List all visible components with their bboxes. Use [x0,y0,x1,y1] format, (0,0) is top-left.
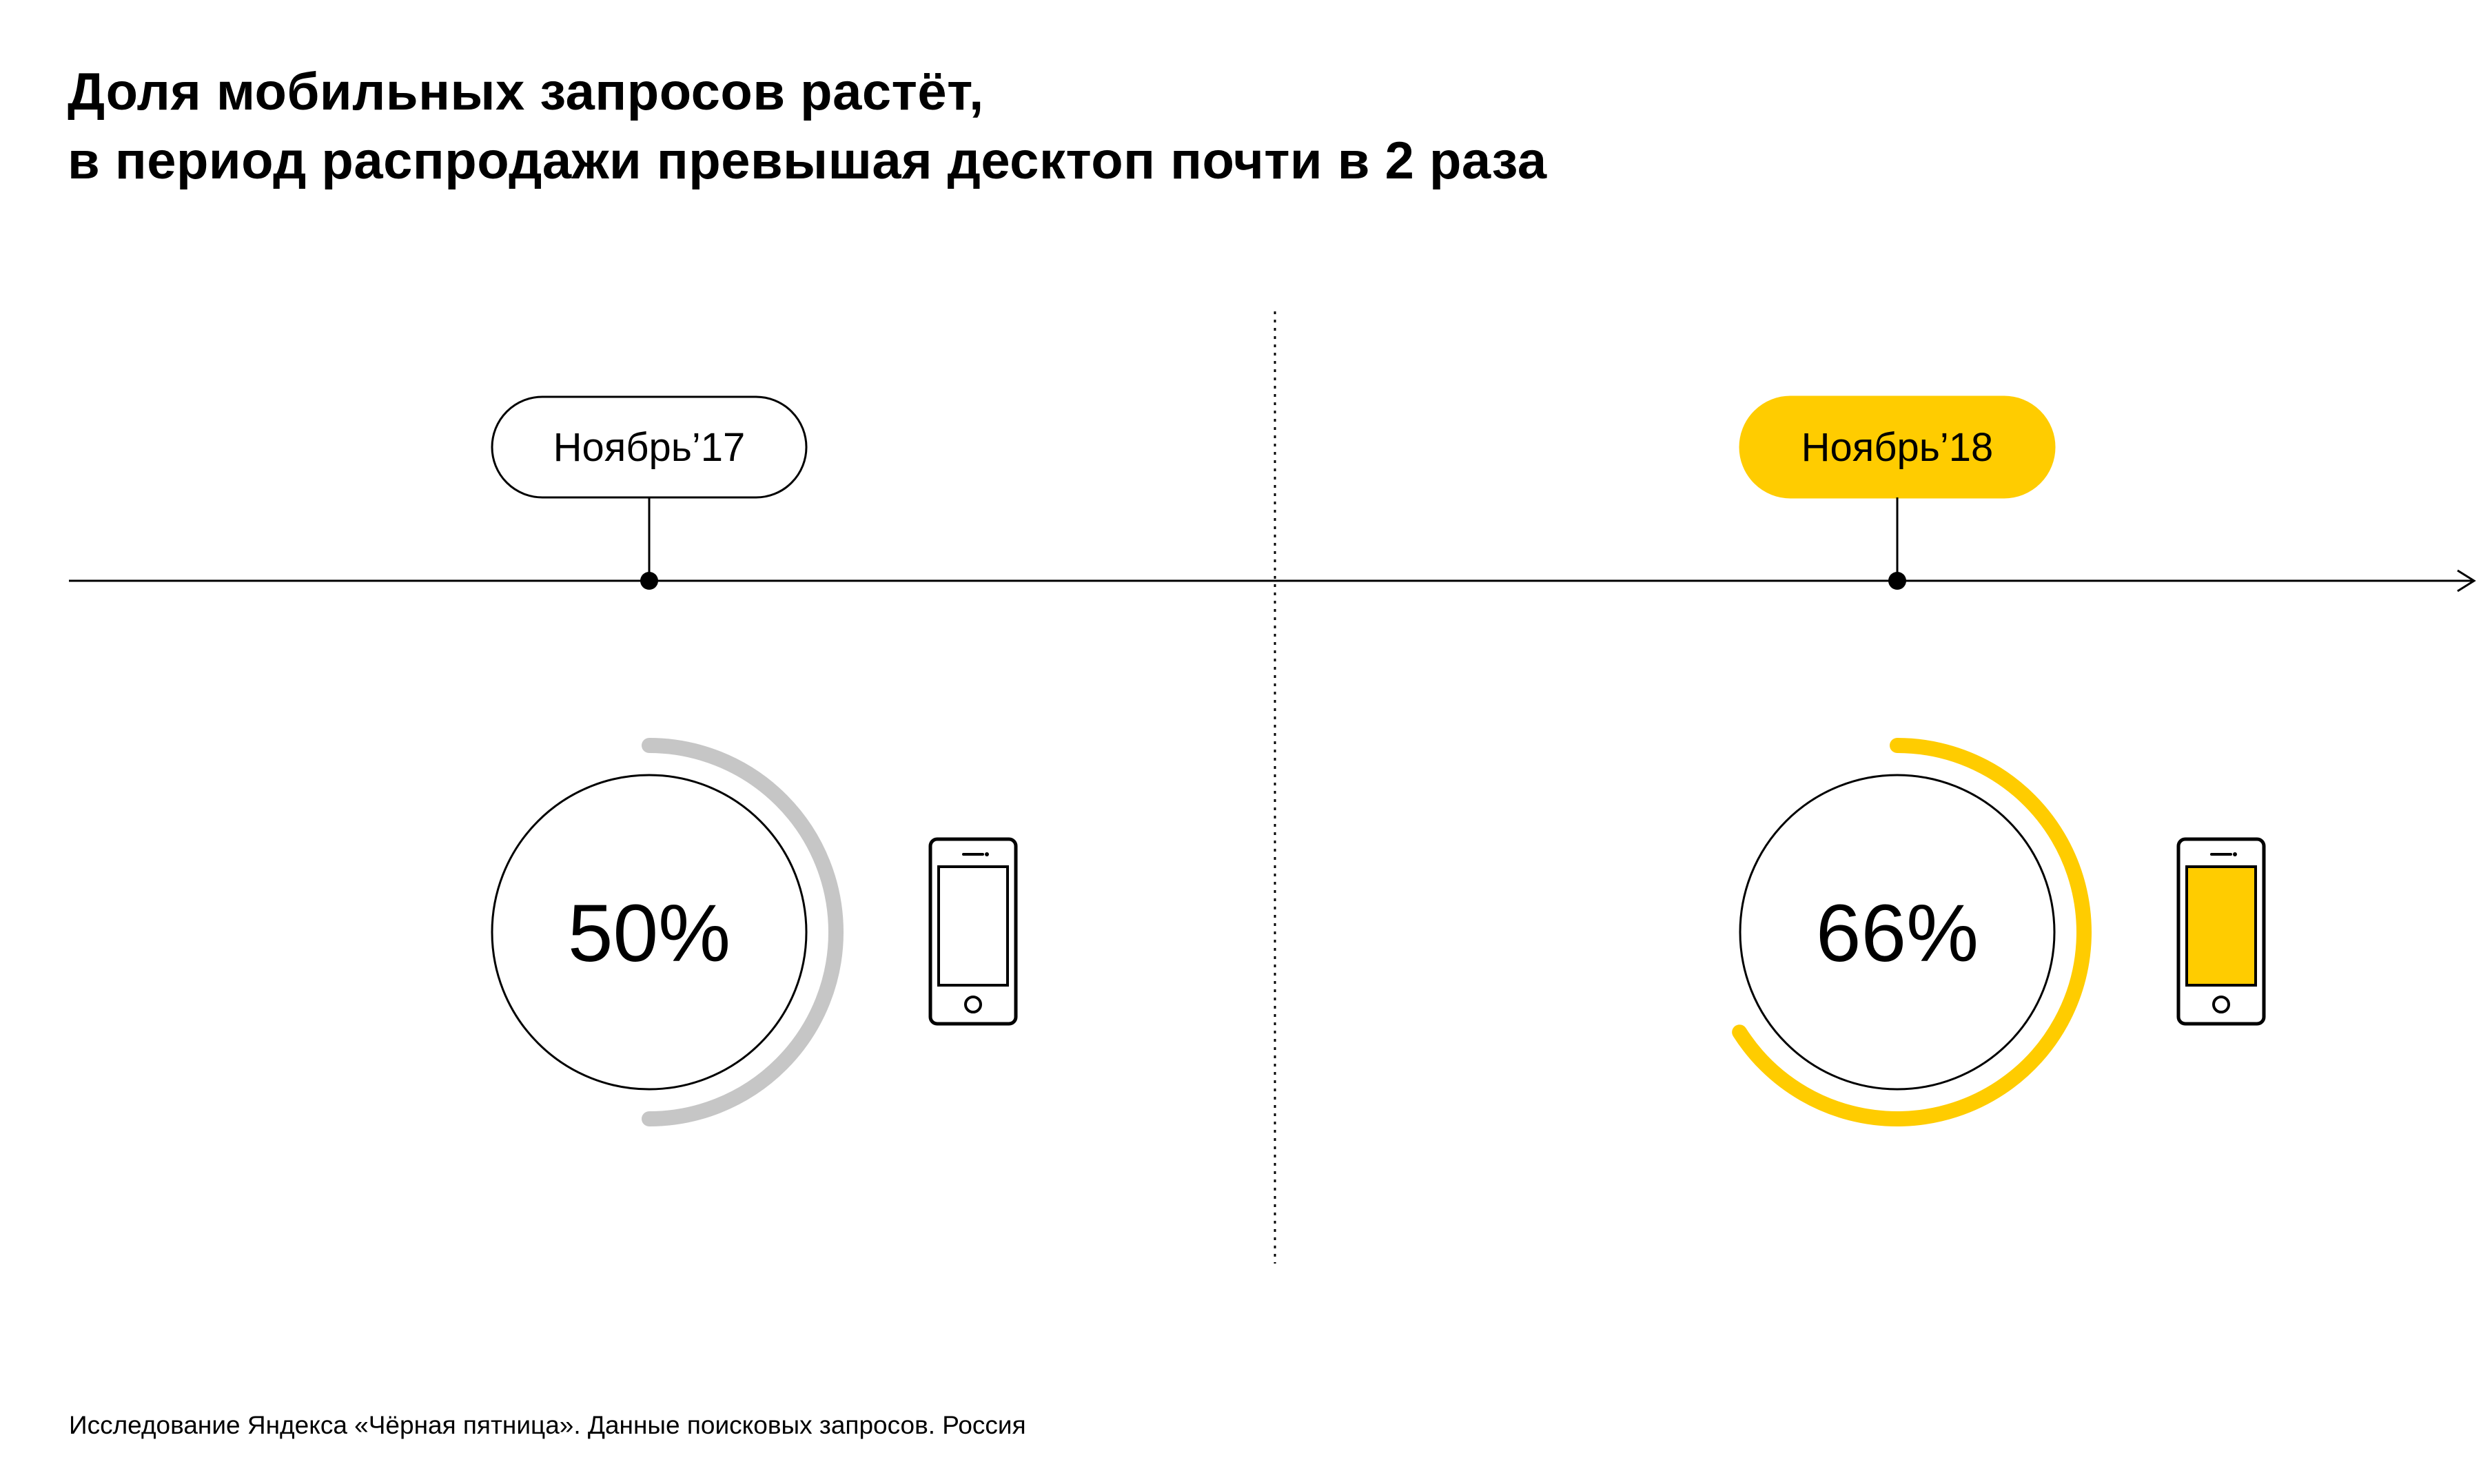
period-group: Ноябрь’17 50% [491,395,1018,1126]
smartphone-icon [2176,837,2266,1026]
share-circle [1739,774,2056,1091]
title-line-1: Доля мобильных запросов растёт, [68,63,984,121]
smartphone-icon [928,837,1018,1026]
timeline-marker [1888,572,1906,590]
period-label: Ноябрь’17 [553,425,746,470]
source-footnote: Исследование Яндекса «Чёрная пятница». Д… [69,1411,1026,1439]
period-group: Ноябрь’18 66% [1732,395,2266,1126]
share-value-label: 50% [568,888,731,979]
share-arc [642,738,844,1126]
period-label: Ноябрь’18 [1801,425,1994,470]
arrow-right-icon [2457,569,2476,592]
share-arc [1732,738,2092,1126]
timeline-marker [640,572,658,590]
share-value-label: 66% [1816,888,1979,979]
share-circle [491,774,808,1091]
title-line-2: в период распродажи превышая десктоп поч… [68,132,1547,190]
page-title: Доля мобильных запросов растёт, в период… [68,58,2342,196]
